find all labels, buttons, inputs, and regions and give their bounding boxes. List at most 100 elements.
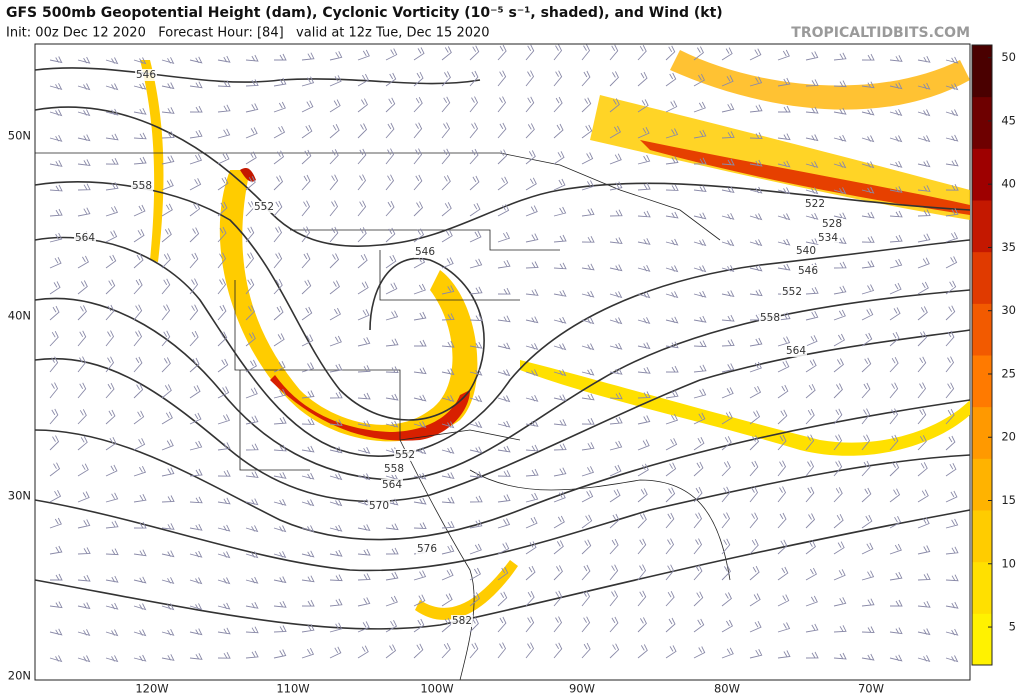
wind-barb (525, 590, 535, 607)
wind-barb (833, 541, 845, 555)
wind-barb (945, 232, 959, 243)
wind-barb (273, 200, 283, 217)
wind-barb (105, 279, 116, 295)
wind-barb (945, 408, 955, 425)
latitude-label: 20N (8, 669, 31, 683)
contour-label-bg (394, 449, 416, 461)
wind-barb (721, 186, 735, 194)
wind-barb (77, 83, 91, 91)
wind-barb (189, 412, 202, 425)
wind-barb (665, 645, 677, 659)
borders (35, 152, 731, 681)
wind-barb (189, 496, 203, 504)
wind-barb (189, 252, 199, 269)
wind-barb (917, 655, 931, 663)
wind-barb (77, 547, 91, 555)
wind-barb (105, 436, 117, 451)
wind-barb (441, 285, 455, 295)
wind-barb (637, 126, 650, 139)
wind-barb (469, 543, 482, 555)
wind-barb (413, 283, 426, 295)
wind-barb (385, 148, 395, 165)
wind-barb (917, 517, 930, 529)
wind-barb (161, 654, 175, 661)
wind-barb (217, 80, 231, 88)
wind-barb (553, 467, 567, 477)
vorticity-shading (140, 50, 970, 620)
wind-barb (665, 389, 679, 399)
contour-label: 546 (136, 69, 156, 81)
wind-barb (749, 48, 762, 61)
wind-barb (217, 524, 231, 532)
wind-barb (609, 291, 623, 299)
wind-barb (805, 513, 816, 529)
wind-barb (805, 161, 819, 169)
wind-barb (413, 643, 424, 659)
wind-barb (497, 470, 511, 477)
wind-barb (665, 211, 679, 219)
wind-barb (133, 57, 147, 65)
wind-barb (413, 367, 427, 375)
wind-barb (581, 466, 595, 477)
wind-barb (693, 591, 704, 607)
wind-barb (217, 252, 227, 269)
wind-barb (301, 445, 315, 453)
colorbar-frame (971, 44, 993, 666)
wind-barb (721, 486, 731, 503)
wind-barb (105, 548, 119, 556)
wind-barb (609, 237, 623, 244)
wind-barb (721, 265, 735, 273)
wind-barb (749, 486, 759, 503)
wind-barb (273, 600, 287, 608)
contour (34, 181, 485, 421)
wind-barb (77, 382, 87, 399)
wind-barb (945, 601, 959, 609)
wind-barb (889, 488, 901, 503)
wind-barb (637, 317, 651, 325)
wind-barb (329, 307, 341, 321)
wind-barb (889, 571, 903, 581)
wind-barb (889, 382, 899, 399)
wind-barb (833, 285, 847, 295)
wind-barb (497, 259, 511, 269)
wind-barb (413, 594, 426, 607)
wind-barb (833, 434, 843, 451)
title: GFS 500mb Geopotential Height (dam), Cyc… (6, 5, 723, 21)
wind-barb (609, 440, 623, 451)
wind-barb (357, 174, 367, 191)
wind-barb (77, 436, 88, 451)
contour-label-bg (414, 246, 436, 258)
wind-barb (749, 213, 763, 221)
wind-barb (861, 570, 875, 581)
wind-barb (721, 131, 735, 139)
wind-barb (189, 304, 199, 321)
contour-label-bg (804, 198, 826, 210)
wind-barb (469, 368, 483, 376)
wind-barb (329, 123, 340, 139)
longitude-label: 80W (714, 682, 740, 696)
wind-barb (441, 368, 455, 376)
wind-barb (357, 123, 368, 139)
colorbar-swatch (972, 200, 992, 253)
wind-barb (609, 317, 623, 325)
wind-barb (889, 307, 901, 321)
wind-barb (833, 597, 847, 607)
wind-barb (693, 388, 707, 399)
colorbar-tick-label: 15 (1001, 493, 1016, 507)
wind-barb (385, 338, 399, 347)
wind-barb (497, 176, 509, 191)
wind-barb (273, 226, 283, 243)
wind-barb (861, 514, 873, 529)
wind-barb (749, 104, 763, 113)
wind-barb (553, 316, 567, 324)
wind-barb (777, 133, 791, 141)
wind-barb (637, 488, 648, 503)
wind-barb (525, 150, 536, 165)
wind-barb (357, 73, 369, 87)
wind-barb (889, 82, 903, 90)
wind-barb (497, 642, 507, 659)
wind-barb (189, 550, 203, 558)
wind-barb (469, 202, 481, 217)
wind-barb (469, 421, 483, 429)
wind-barb (581, 235, 595, 243)
